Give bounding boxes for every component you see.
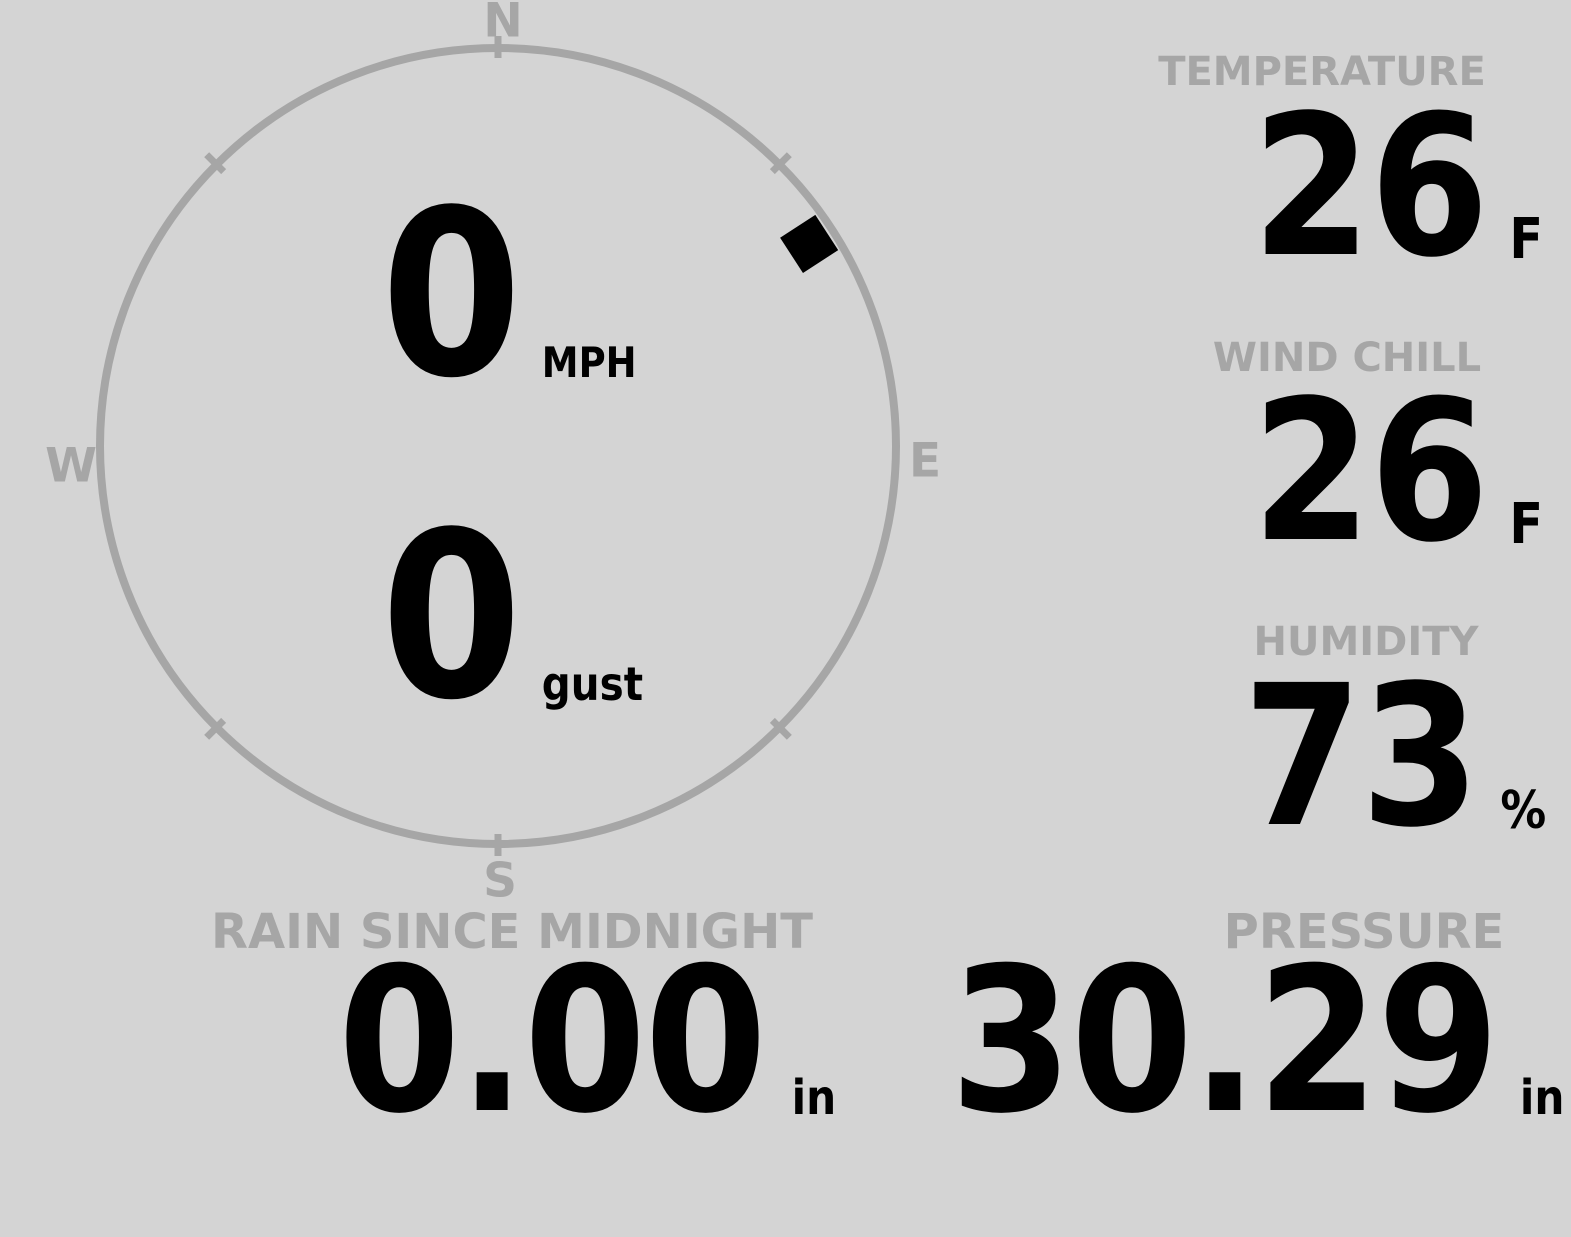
humidity-label: HUMIDITY	[1253, 619, 1479, 665]
wind-gust: 0 gust	[381, 503, 643, 733]
temperature-label: TEMPERATURE	[1158, 49, 1486, 95]
wind-chill-value: 26	[1252, 358, 1489, 585]
humidity-value: 73	[1243, 643, 1480, 870]
rain-since-midnight-label: RAIN SINCE MIDNIGHT	[211, 904, 813, 960]
rain-since-midnight-value: 0.00	[338, 925, 767, 1158]
cardinal-west: W	[45, 438, 97, 494]
cardinal-south: S	[483, 853, 517, 909]
humidity-metric: 73 %	[1243, 659, 1546, 854]
wind-speed-value: 0	[381, 162, 522, 429]
temperature-value: 26	[1252, 73, 1489, 300]
wind-direction-marker	[780, 214, 839, 273]
cardinal-east: E	[908, 433, 942, 489]
humidity-unit: %	[1500, 781, 1547, 842]
wind-compass	[96, 36, 900, 856]
temperature-unit: F	[1509, 207, 1544, 273]
wind-gust-unit: gust	[541, 656, 644, 711]
pressure-metric: 30.29 in	[950, 942, 1564, 1142]
rain-since-midnight-unit: in	[791, 1069, 837, 1126]
pressure-label: PRESSURE	[1223, 904, 1505, 960]
wind-gust-value: 0	[381, 484, 522, 751]
wind-chill-unit: F	[1509, 492, 1544, 558]
compass-ticks	[204, 36, 792, 856]
wind-speed-unit: MPH	[541, 338, 637, 388]
wind-speed: 0 MPH	[381, 181, 637, 411]
rain-since-midnight-metric: 0.00 in	[338, 942, 836, 1142]
wind-chill-metric: 26 F	[1252, 374, 1543, 569]
pressure-value: 30.29	[950, 925, 1500, 1158]
pressure-unit: in	[1519, 1069, 1565, 1126]
wind-chill-label: WIND CHILL	[1212, 335, 1482, 381]
temperature-metric: 26 F	[1252, 89, 1543, 284]
cardinal-north: N	[483, 0, 523, 49]
